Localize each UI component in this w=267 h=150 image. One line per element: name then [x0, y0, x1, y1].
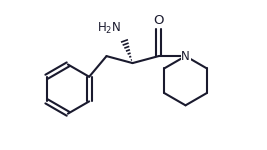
Text: O: O: [153, 14, 164, 27]
Text: H$_2$N: H$_2$N: [97, 21, 121, 36]
Text: N: N: [181, 50, 190, 63]
